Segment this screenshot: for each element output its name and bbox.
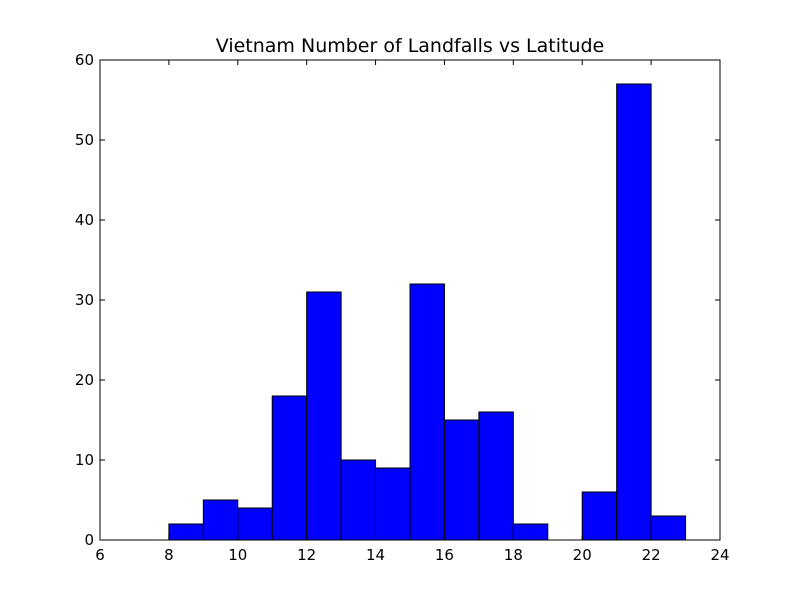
bar-14 bbox=[616, 83, 652, 541]
x-tick-label-3: 12 bbox=[297, 546, 316, 564]
chart-title: Vietnam Number of Landfalls vs Latitude bbox=[216, 35, 605, 57]
y-tick-label-0: 0 bbox=[84, 531, 94, 549]
x-tick-label-0: 6 bbox=[95, 546, 105, 564]
bar-10 bbox=[478, 411, 514, 541]
bar-9 bbox=[443, 419, 480, 541]
x-tick-label-8: 22 bbox=[642, 546, 661, 564]
x-tick-label-5: 16 bbox=[435, 546, 454, 564]
bar-15 bbox=[650, 515, 687, 541]
y-tick-label-5: 50 bbox=[75, 131, 94, 149]
y-tick-label-1: 10 bbox=[75, 451, 94, 469]
bar-4 bbox=[271, 395, 308, 541]
bar-2 bbox=[202, 499, 239, 541]
bar-7 bbox=[375, 467, 411, 541]
bar-3 bbox=[237, 507, 273, 541]
bar-1 bbox=[168, 523, 204, 541]
y-tick-label-6: 60 bbox=[75, 51, 94, 69]
y-tick-label-2: 20 bbox=[75, 371, 94, 389]
bar-8 bbox=[409, 283, 445, 541]
y-tick-label-3: 30 bbox=[75, 291, 94, 309]
bar-11 bbox=[512, 523, 549, 541]
x-tick-label-9: 24 bbox=[710, 546, 729, 564]
x-tick-label-1: 8 bbox=[164, 546, 174, 564]
bar-13 bbox=[581, 491, 618, 541]
bars-group bbox=[168, 83, 687, 541]
axes-group: 6 8 10 12 14 16 18 20 22 24 0 10 20 30 40 50 60 bbox=[75, 51, 730, 564]
y-tick-label-4: 40 bbox=[75, 211, 94, 229]
x-tick-label-7: 20 bbox=[573, 546, 592, 564]
plot-frame bbox=[99, 59, 721, 541]
x-tick-label-4: 14 bbox=[366, 546, 385, 564]
bar-5 bbox=[306, 291, 342, 541]
bar-6 bbox=[340, 459, 377, 541]
x-tick-label-6: 18 bbox=[504, 546, 523, 564]
x-tick-label-2: 10 bbox=[228, 546, 247, 564]
